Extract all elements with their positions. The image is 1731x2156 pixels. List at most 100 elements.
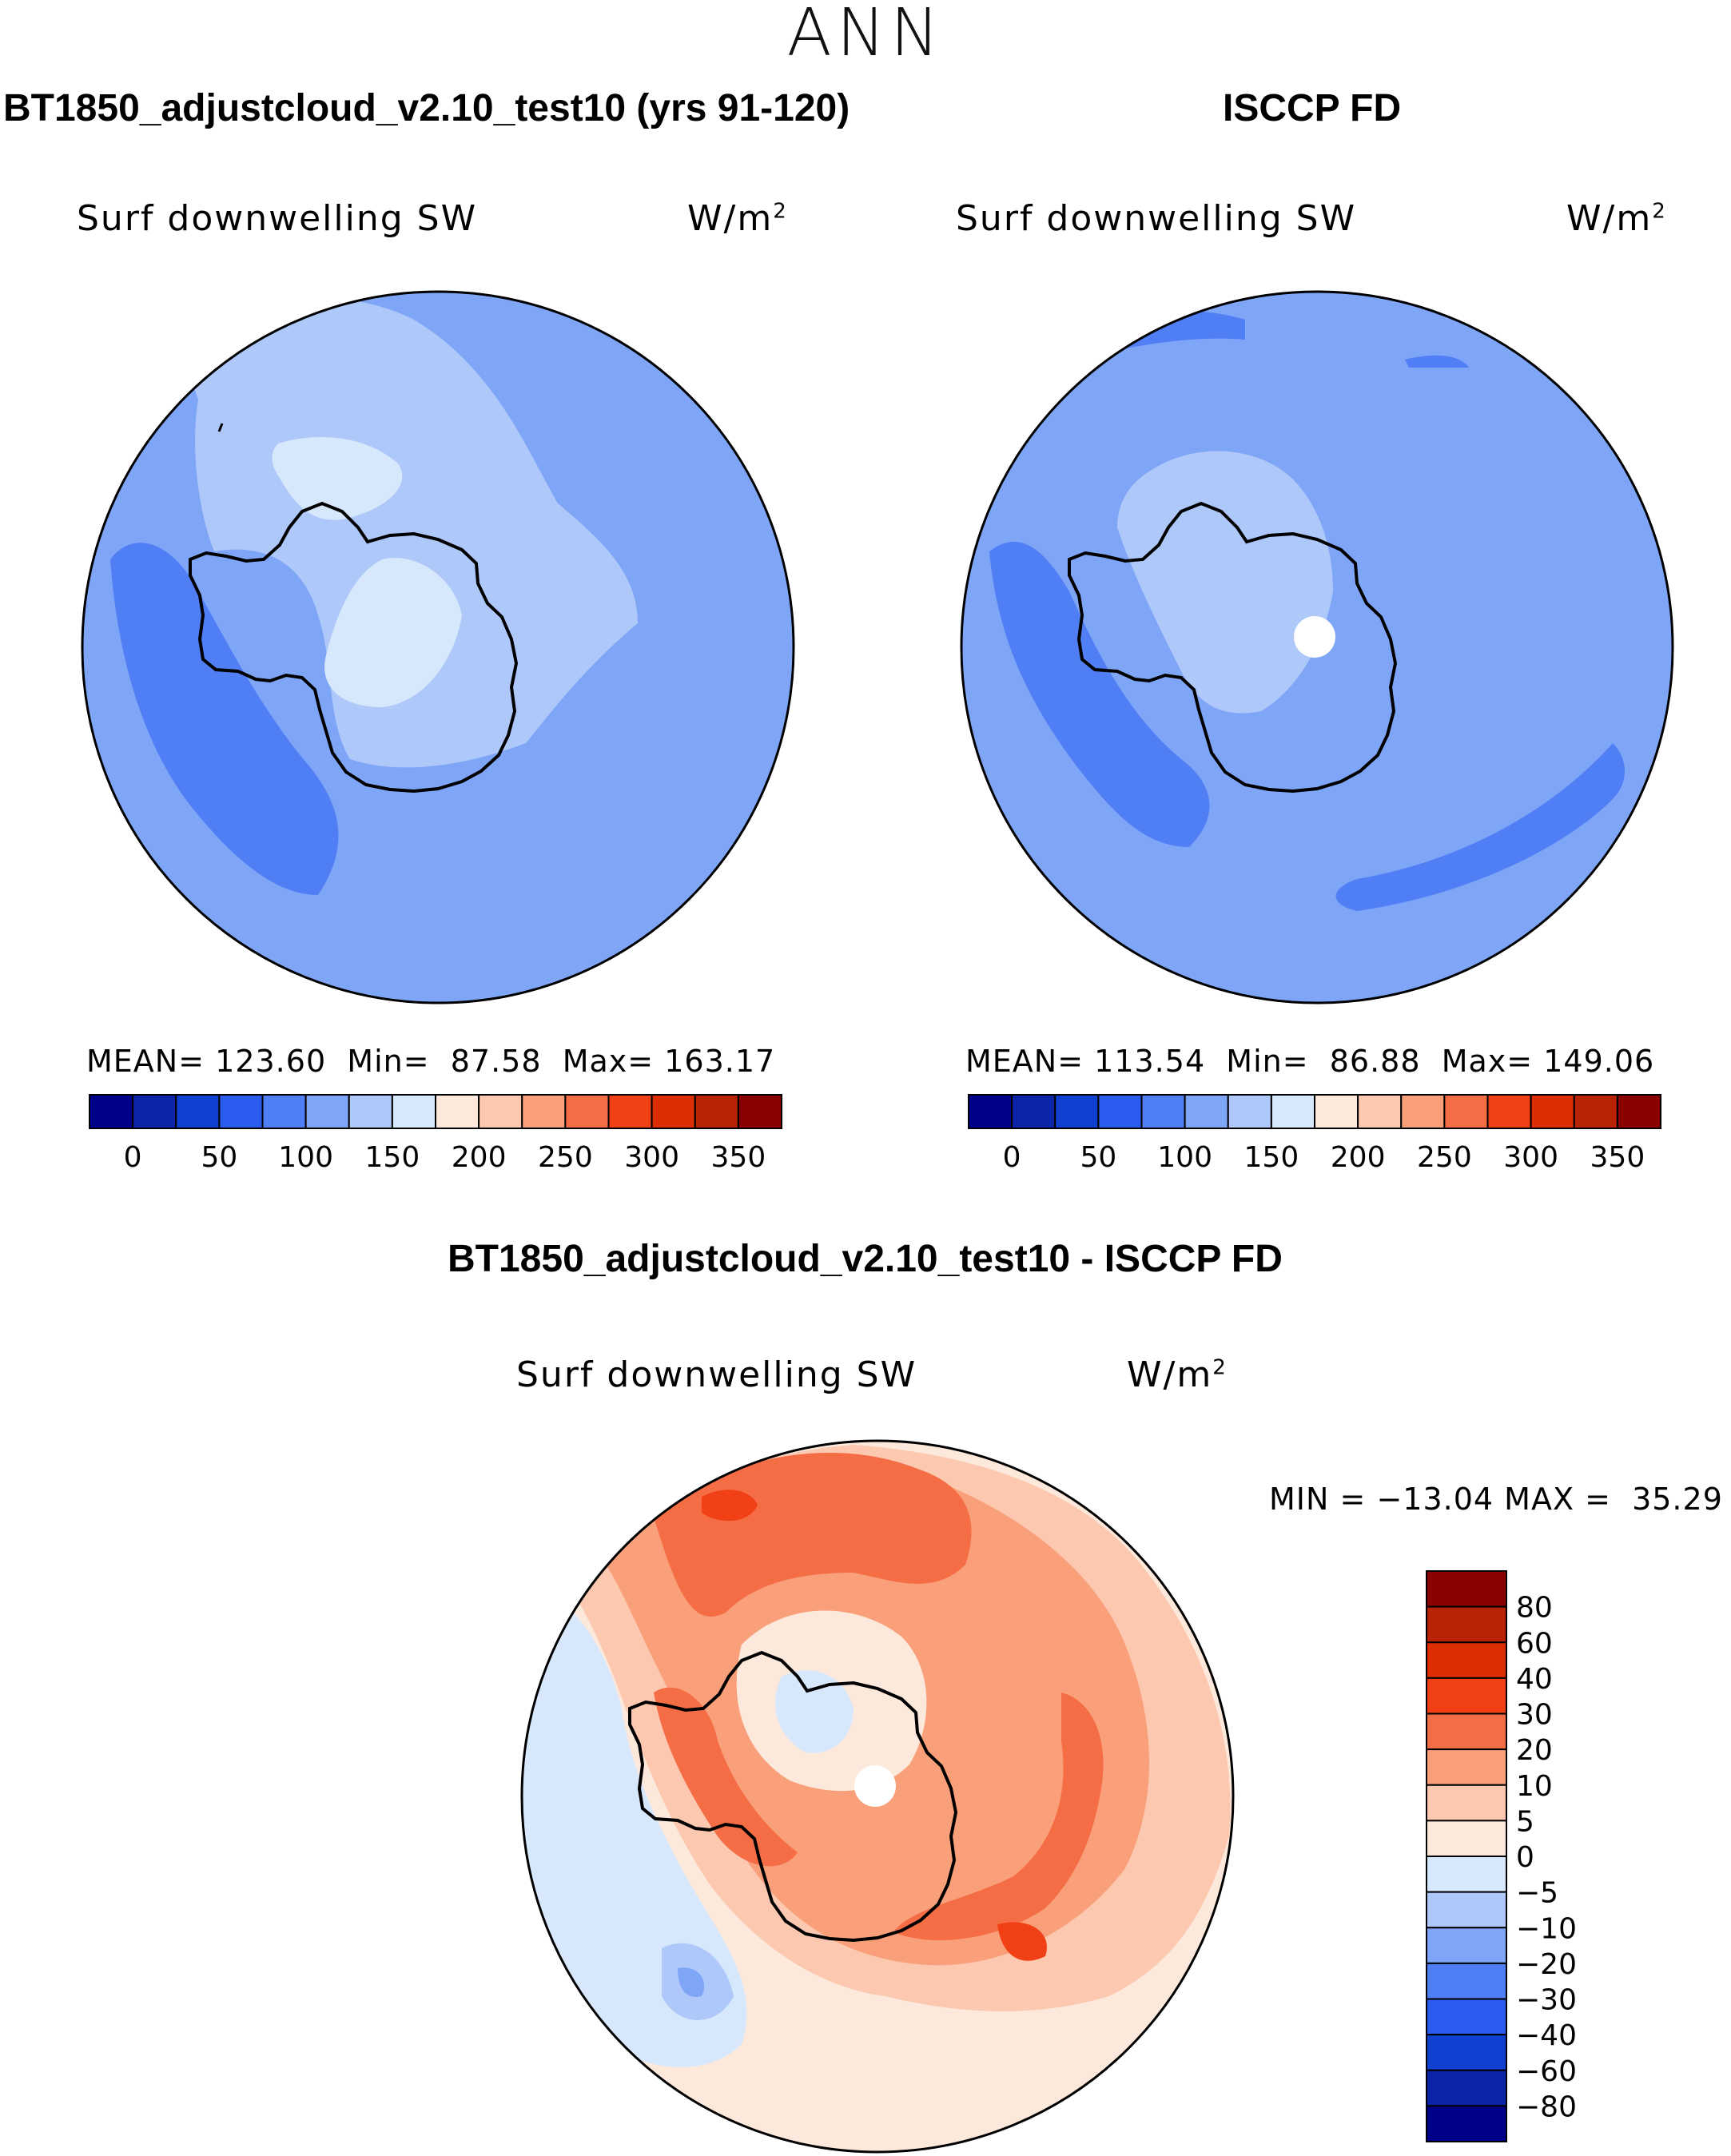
diff-colorbar-tick-label: −5 bbox=[1516, 1877, 1558, 1910]
obs-colorbar-tick-label: 150 bbox=[1244, 1141, 1299, 1174]
diff-colorbar-tick-label: 10 bbox=[1516, 1770, 1553, 1803]
diff-colorbar-swatch bbox=[1426, 1927, 1507, 1964]
diff-colorbar-tick-label: −80 bbox=[1516, 2090, 1577, 2123]
model-colorbar: 0 50 100 150 200 250 300 350 bbox=[89, 1094, 782, 1174]
model-max-region-south bbox=[324, 558, 462, 707]
model-colorbar-tick-label: 150 bbox=[365, 1141, 420, 1174]
model-stats: MEAN= 123.60 Min= 87.58 Max= 163.17 bbox=[86, 1044, 776, 1079]
diff-polar-map bbox=[520, 1439, 1235, 2154]
model-colorbar-swatch bbox=[737, 1094, 782, 1129]
model-colorbar-tick-label: 250 bbox=[538, 1141, 593, 1174]
model-units-label: W/m2 bbox=[687, 198, 788, 239]
diff-colorbar-tick-label: 60 bbox=[1516, 1627, 1553, 1660]
obs-colorbar-swatch bbox=[1054, 1094, 1100, 1129]
model-colorbar-swatch bbox=[564, 1094, 610, 1129]
diff-colorbar-swatch bbox=[1426, 1712, 1507, 1751]
model-colorbar-swatch bbox=[694, 1094, 739, 1129]
diff-stats: MIN = −13.04 MAX = 35.29 bbox=[1269, 1482, 1723, 1517]
obs-colorbar-tick-label: 0 bbox=[1003, 1141, 1021, 1174]
obs-colorbar-swatch bbox=[1486, 1094, 1532, 1129]
diff-strong-negative-patch bbox=[678, 1967, 705, 1997]
diff-red-patch-north bbox=[702, 1490, 758, 1522]
diff-colorbar-tick-label: 30 bbox=[1516, 1699, 1553, 1732]
obs-low-strip bbox=[1405, 355, 1469, 368]
diff-panel-title: BT1850_adjustcloud_v2.10_test10 - ISCCP … bbox=[448, 1238, 1283, 1280]
model-colorbar-tick-label: 50 bbox=[201, 1141, 237, 1174]
diff-colorbar-tick-label: 40 bbox=[1516, 1663, 1553, 1696]
model-island-outline bbox=[217, 423, 224, 432]
obs-low-band-southeast bbox=[1335, 743, 1625, 911]
obs-high-region bbox=[1117, 451, 1333, 714]
diff-deep-orange-west bbox=[654, 1687, 798, 1867]
diff-colorbar-swatch bbox=[1426, 1891, 1507, 1929]
model-colorbar-swatch bbox=[89, 1094, 134, 1129]
obs-colorbar-swatch bbox=[1140, 1094, 1186, 1129]
obs-colorbar-swatch bbox=[1184, 1094, 1229, 1129]
diff-red-patch-south bbox=[997, 1922, 1047, 1961]
obs-panel-title: ISCCP FD bbox=[1223, 87, 1402, 129]
obs-stats: MEAN= 113.54 Min= 86.88 Max= 149.06 bbox=[965, 1044, 1655, 1079]
obs-colorbar-swatch bbox=[968, 1094, 1013, 1129]
model-colorbar-swatch bbox=[132, 1094, 177, 1129]
model-panel-title: BT1850_adjustcloud_v2.10_test10 (yrs 91-… bbox=[3, 87, 850, 129]
diff-colorbar-swatch bbox=[1426, 1677, 1507, 1715]
model-colorbar-tick-label: 300 bbox=[624, 1141, 679, 1174]
season-title: ANN bbox=[786, 0, 945, 71]
model-max-region-east bbox=[272, 437, 403, 520]
model-colorbar-swatch bbox=[175, 1094, 221, 1129]
obs-polar-map bbox=[960, 290, 1674, 1004]
obs-polar-data-gap bbox=[1294, 616, 1335, 658]
obs-colorbar-tick-label: 300 bbox=[1503, 1141, 1558, 1174]
diff-colorbar-swatch bbox=[1426, 1820, 1507, 1857]
obs-colorbar-swatch bbox=[1530, 1094, 1575, 1129]
obs-colorbar-tick-label: 350 bbox=[1590, 1141, 1645, 1174]
model-colorbar-tick-label: 200 bbox=[452, 1141, 507, 1174]
model-colorbar-swatch bbox=[348, 1094, 393, 1129]
obs-colorbar-swatch bbox=[1443, 1094, 1489, 1129]
obs-colorbar-swatch bbox=[1357, 1094, 1403, 1129]
obs-colorbar-swatch bbox=[1227, 1094, 1272, 1129]
model-colorbar-swatch bbox=[218, 1094, 264, 1129]
model-colorbar-tick-label: 0 bbox=[124, 1141, 142, 1174]
diff-colorbar-tick-label: −10 bbox=[1516, 1912, 1577, 1945]
obs-colorbar-swatch bbox=[1573, 1094, 1618, 1129]
diff-colorbar-swatch bbox=[1426, 2105, 1507, 2142]
diff-polar-data-gap bbox=[854, 1765, 896, 1807]
diff-colorbar-tick-label: 0 bbox=[1516, 1841, 1534, 1874]
diff-colorbar-swatch bbox=[1426, 1605, 1507, 1644]
diff-colorbar-tick-label: −20 bbox=[1516, 1948, 1577, 1981]
diff-colorbar-swatch bbox=[1426, 1856, 1507, 1893]
diff-colorbar-tick-label: 20 bbox=[1516, 1734, 1553, 1767]
obs-colorbar-swatch bbox=[1097, 1094, 1143, 1129]
obs-colorbar-tick-label: 50 bbox=[1080, 1141, 1116, 1174]
diff-colorbar-tick-label: 80 bbox=[1516, 1592, 1553, 1625]
model-colorbar-swatch bbox=[651, 1094, 696, 1129]
obs-colorbar-swatch bbox=[1400, 1094, 1446, 1129]
obs-colorbar-swatch bbox=[1270, 1094, 1315, 1129]
diff-colorbar-swatch bbox=[1426, 2034, 1507, 2071]
obs-colorbar-tick-label: 250 bbox=[1417, 1141, 1472, 1174]
obs-colorbar-swatch bbox=[1011, 1094, 1057, 1129]
obs-variable-label: Surf downwelling SW bbox=[956, 198, 1357, 239]
model-colorbar-swatch bbox=[261, 1094, 307, 1129]
obs-colorbar-swatch bbox=[1314, 1094, 1359, 1129]
obs-colorbar: 0 50 100 150 200 250 300 350 bbox=[968, 1094, 1661, 1174]
diff-colorbar-tick-label: −30 bbox=[1516, 1984, 1577, 2017]
diff-colorbar-tick-label: −40 bbox=[1516, 2019, 1577, 2052]
model-colorbar-tick-label: 100 bbox=[278, 1141, 333, 1174]
diff-colorbar-tick-label: 5 bbox=[1516, 1805, 1534, 1838]
model-colorbar-swatch bbox=[304, 1094, 350, 1129]
model-map-border bbox=[81, 290, 795, 1004]
obs-map-border bbox=[960, 290, 1674, 1004]
model-low-band-west bbox=[110, 543, 339, 895]
obs-low-band-west bbox=[989, 542, 1210, 847]
diff-colorbar-tick-label: −60 bbox=[1516, 2055, 1577, 2088]
diff-colorbar-swatch bbox=[1426, 1998, 1507, 2036]
diff-variable-label: Surf downwelling SW bbox=[516, 1354, 917, 1395]
model-colorbar-swatch bbox=[435, 1094, 480, 1129]
diff-colorbar-swatch bbox=[1426, 1962, 1507, 2000]
diff-colorbar-swatch bbox=[1426, 1784, 1507, 1822]
obs-colorbar-swatch bbox=[1616, 1094, 1661, 1129]
model-variable-label: Surf downwelling SW bbox=[77, 198, 478, 239]
